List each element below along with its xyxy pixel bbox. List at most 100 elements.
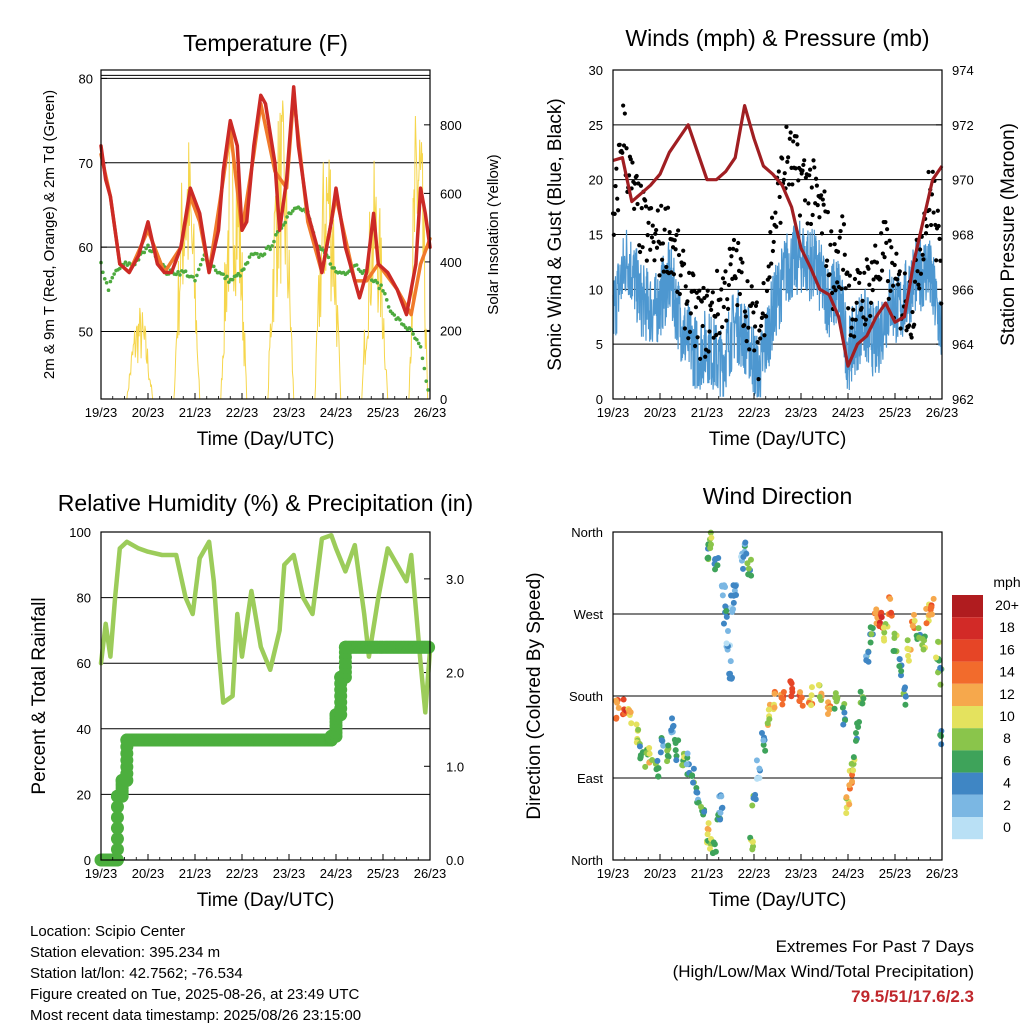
direction-point	[857, 688, 864, 695]
gust-point	[653, 231, 658, 236]
gust-point	[814, 183, 819, 188]
dewpoint-point	[144, 246, 148, 251]
direction-point	[723, 608, 730, 615]
solar-insolation-line	[267, 100, 295, 400]
gust-point	[879, 268, 885, 273]
dewpoint-point	[200, 257, 205, 262]
gust-point	[904, 328, 909, 333]
gust-point	[697, 288, 702, 293]
gust-point	[885, 227, 890, 232]
dewpoint-point	[238, 274, 242, 278]
dewpoint-point	[392, 313, 397, 317]
precip-point	[120, 733, 134, 747]
colorbar-swatch	[952, 794, 983, 817]
winds-xtick-label: 22/23	[738, 405, 771, 420]
dewpoint-point	[384, 298, 389, 302]
humidity-xlabel: Time (Day/UTC)	[197, 890, 335, 911]
gust-point	[673, 247, 678, 252]
gust-point	[613, 183, 618, 189]
winds-y2tick-label: 964	[952, 337, 974, 352]
gust-point	[774, 224, 779, 229]
direction-point	[633, 721, 640, 728]
direction-point	[729, 608, 736, 615]
direction-point	[880, 635, 887, 642]
direction-point	[728, 675, 735, 682]
gust-point	[888, 288, 893, 294]
gust-point	[871, 277, 876, 282]
gust-point	[614, 166, 619, 171]
direction-point	[839, 704, 846, 711]
gust-point	[723, 269, 728, 274]
direction-point	[749, 802, 756, 809]
direction-point	[745, 571, 752, 578]
direction-point	[902, 693, 909, 700]
gust-point	[909, 335, 914, 340]
direction-point	[690, 779, 697, 786]
gust-point	[676, 252, 682, 258]
gust-point	[842, 252, 847, 257]
station-latlon: Station lat/lon: 42.7562; -76.534	[30, 965, 243, 982]
direction-point	[664, 752, 671, 759]
gust-point	[615, 196, 620, 201]
gust-point	[624, 146, 629, 151]
colorbar-swatch	[952, 706, 983, 729]
dewpoint-point	[375, 280, 380, 285]
gust-point	[628, 157, 633, 162]
dewpoint-point	[257, 255, 261, 259]
gust-point	[720, 276, 726, 281]
gust-point	[793, 166, 798, 171]
direction-point	[920, 646, 927, 653]
gust-point	[681, 248, 686, 253]
gust-point	[771, 239, 776, 245]
gust-point	[936, 223, 941, 229]
gust-point	[784, 124, 789, 129]
gust-point	[757, 328, 762, 333]
direction-point	[756, 765, 763, 772]
gust-point	[695, 335, 700, 340]
direction-point	[935, 669, 942, 676]
gust-point	[637, 249, 643, 255]
dewpoint-point	[221, 272, 225, 277]
direction-point	[849, 771, 856, 778]
gust-point	[701, 285, 706, 291]
gust-point	[739, 270, 744, 275]
direction-ylabel: Direction (Colored By Speed)	[524, 572, 545, 819]
direction-point	[628, 720, 635, 727]
speed-colorbar: mph 20+ 18 16 14 12 10 8 6 4 2 0	[952, 574, 1021, 840]
gust-point	[724, 318, 729, 323]
direction-point	[614, 699, 621, 706]
gust-point	[786, 182, 792, 187]
gust-point	[927, 207, 932, 213]
gust-point	[835, 280, 840, 285]
precip-point	[110, 842, 124, 856]
gust-point	[764, 314, 769, 319]
direction-point	[938, 733, 945, 740]
direction-point	[646, 750, 653, 757]
direction-point	[923, 605, 930, 612]
direction-ytick-label: South	[569, 689, 603, 704]
direction-point	[637, 753, 644, 760]
gust-point	[655, 208, 660, 213]
gust-point	[787, 136, 792, 141]
direction-point	[658, 737, 665, 744]
direction-point	[848, 760, 855, 767]
winds-ytick-label: 20	[589, 173, 603, 188]
direction-point	[841, 709, 848, 716]
humidity-chart: 0 20 40 60 80 100 0.0 1.0 2.0 3.0 Relative Humidit…	[29, 490, 473, 911]
gust-point	[659, 203, 664, 208]
gust-point	[730, 276, 735, 281]
gust-point	[632, 206, 637, 211]
gust-point	[648, 205, 654, 211]
direction-point	[724, 628, 731, 635]
gust-point	[733, 276, 738, 281]
direction-point	[779, 701, 786, 708]
gust-point	[850, 317, 855, 322]
winds-ytick-label: 15	[589, 228, 603, 243]
gust-point	[677, 291, 682, 297]
gust-point	[805, 221, 810, 226]
gust-point	[615, 208, 621, 213]
gust-point	[863, 317, 869, 322]
gust-point	[827, 272, 832, 277]
temperature-xtick-label: 22/23	[226, 405, 259, 420]
